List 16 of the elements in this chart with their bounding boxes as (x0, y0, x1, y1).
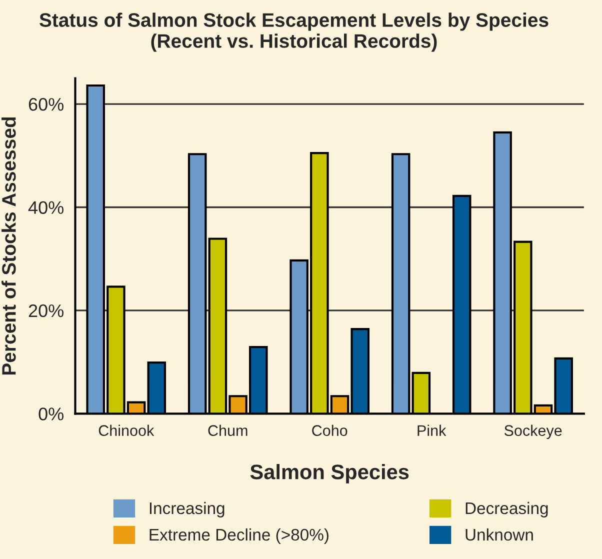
x-axis-title: Salmon Species (250, 464, 409, 484)
legend-label: Extreme Decline (>80%) (150, 528, 328, 544)
x-tick-label: Chinook (98, 424, 154, 436)
x-tick-label: Sockeye (504, 424, 562, 440)
y-tick-label: 0% (38, 408, 64, 420)
y-tick-label: 60% (28, 98, 64, 111)
x-tick-label: Chum (208, 424, 248, 436)
y-axis-title: Percent of Stocks Assessed (2, 117, 16, 375)
legend-label: Increasing (150, 502, 224, 518)
chart-title: Status of Salmon Stock Escapement Levels by Species (Recent vs. Historical Records) (40, 12, 548, 52)
x-tick-label: Coho (312, 424, 348, 436)
y-tick-label: 40% (28, 201, 64, 214)
legend-label: Decreasing (466, 502, 548, 518)
y-tick-label: 20% (28, 304, 64, 318)
x-tick-label: Pink (418, 424, 446, 436)
legend-label: Unknown (466, 528, 533, 541)
